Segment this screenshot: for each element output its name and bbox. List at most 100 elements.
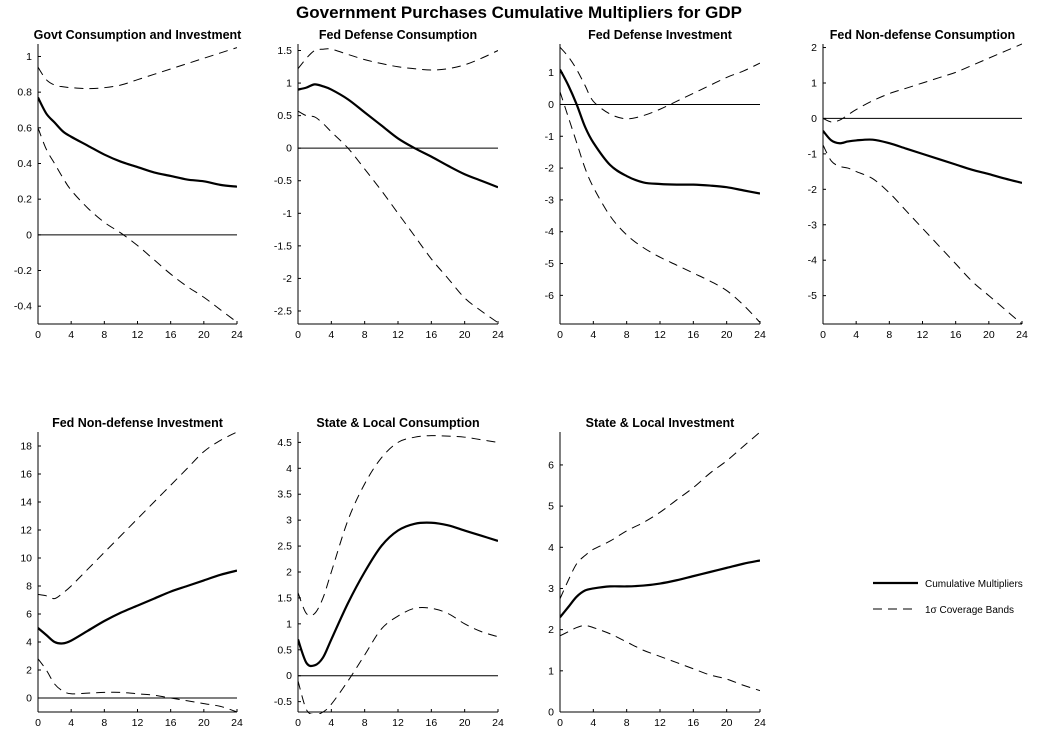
x-tick-label: 24	[492, 329, 504, 341]
x-tick-label: 24	[754, 329, 766, 341]
series-group	[560, 431, 760, 692]
y-tick-label: -2.5	[274, 305, 292, 317]
y-tick-label: -0.2	[14, 265, 32, 277]
x-tick-label: 4	[853, 329, 859, 341]
y-tick-label: 3	[548, 583, 554, 595]
y-tick-label: 0.5	[277, 644, 292, 656]
y-tick-label: 6	[548, 459, 554, 471]
lower-band-line	[38, 658, 237, 713]
upper-band-line	[298, 48, 498, 71]
x-tick-label: 20	[198, 717, 210, 729]
x-tick-label: 16	[425, 329, 437, 341]
x-tick-label: 8	[101, 717, 107, 729]
x-tick-label: 4	[328, 717, 334, 729]
y-tick-label: 0.6	[17, 122, 32, 134]
y-tick-label: 4.5	[277, 437, 292, 449]
upper-band-line	[560, 46, 760, 120]
panels-group: Govt Consumption and Investment -0.4 -0.2 0…	[14, 28, 1028, 729]
y-tick-label: 0	[286, 670, 292, 682]
x-tick-label: 20	[198, 329, 210, 341]
series-group	[560, 46, 760, 323]
x-tick-label: 0	[557, 329, 563, 341]
y-tick-label: 4	[548, 542, 554, 554]
multiplier-line	[823, 130, 1022, 185]
y-tick-label: 0.4	[17, 158, 32, 170]
x-tick-label: 20	[983, 329, 995, 341]
x-tick-label: 24	[754, 717, 766, 729]
y-tick-label: 0	[548, 707, 554, 719]
upper-band-line	[38, 431, 237, 600]
y-tick-label: -2	[545, 163, 554, 175]
y-tick-label: 0	[548, 99, 554, 111]
lower-band-line	[298, 110, 498, 324]
y-tick-label: -4	[545, 226, 554, 238]
y-tick-label: 10	[20, 553, 32, 565]
upper-band-line	[298, 435, 498, 617]
y-tick-label: -0.4	[14, 301, 32, 313]
y-tick-label: 0.5	[277, 110, 292, 122]
x-tick-label: 12	[392, 717, 404, 729]
y-tick-label: -0.5	[274, 696, 292, 708]
x-tick-label: 0	[820, 329, 826, 341]
y-tick-label: 16	[20, 469, 32, 481]
y-tick-label: -2	[808, 184, 817, 196]
y-tick-label: 1.5	[277, 592, 292, 604]
x-tick-label: 16	[425, 717, 437, 729]
y-tick-label: 2.5	[277, 541, 292, 553]
legend-label-multiplier: Cumulative Multipliers	[925, 579, 1023, 590]
multiplier-line	[298, 521, 498, 668]
y-tick-label: 3.5	[277, 489, 292, 501]
figure-title: Government Purchases Cumulative Multipli…	[296, 3, 742, 22]
y-tick-label: 2	[548, 624, 554, 636]
legend-label-bands: 1σ Coverage Bands	[925, 605, 1014, 616]
lower-band-line	[823, 144, 1022, 325]
y-tick-label: 12	[20, 525, 32, 537]
x-tick-label: 4	[68, 717, 74, 729]
x-tick-label: 12	[654, 329, 666, 341]
x-tick-label: 24	[1016, 329, 1028, 341]
y-tick-label: 1.5	[277, 45, 292, 57]
y-tick-label: 0	[26, 693, 32, 705]
panel-title: State & Local Investment	[586, 416, 735, 430]
lower-band-line	[298, 606, 498, 714]
x-tick-label: 16	[950, 329, 962, 341]
y-tick-label: 0	[286, 143, 292, 155]
panel-title: Govt Consumption and Investment	[34, 28, 242, 42]
multiplier-line	[560, 68, 760, 195]
x-tick-label: 16	[165, 329, 177, 341]
x-tick-label: 20	[459, 329, 471, 341]
panel-4: Fed Non-defense Consumption-5-4-3-2-1012…	[808, 28, 1028, 341]
y-tick-label: 14	[20, 497, 32, 509]
x-tick-label: 20	[721, 329, 733, 341]
y-tick-label: 0	[26, 229, 32, 241]
series-group	[38, 47, 237, 323]
y-tick-label: 4	[26, 637, 32, 649]
x-tick-label: 12	[132, 329, 144, 341]
panel-1: Govt Consumption and Investment -0.4 -0.2 0…	[14, 28, 243, 341]
y-tick-label: 0.2	[17, 194, 32, 206]
y-tick-label: 1	[26, 51, 32, 63]
x-tick-label: 24	[492, 717, 504, 729]
x-tick-label: 16	[687, 329, 699, 341]
x-tick-label: 4	[590, 329, 596, 341]
x-tick-label: 12	[917, 329, 929, 341]
series-group	[298, 48, 498, 324]
x-tick-label: 4	[328, 329, 334, 341]
y-tick-label: -6	[545, 290, 554, 302]
multiplier-line	[560, 559, 760, 618]
multiplier-line	[38, 569, 237, 645]
y-tick-label: 0	[811, 113, 817, 125]
panel-2: Fed Defense Consumption -2.5 -2 -1.5 -1 -0.5 0…	[274, 28, 504, 341]
x-tick-label: 8	[362, 717, 368, 729]
y-tick-label: -5	[808, 290, 817, 302]
panel-title: Fed Non-defense Consumption	[830, 28, 1015, 42]
x-tick-label: 8	[624, 717, 630, 729]
x-tick-label: 12	[132, 717, 144, 729]
panel-3: Fed Defense Investment -6 -5 -4 -3 -2 -1 0 1 0 4 8 1…	[545, 28, 766, 341]
x-tick-label: 0	[35, 717, 41, 729]
x-tick-label: 8	[886, 329, 892, 341]
panel-6: State & Local Consumption-0.500.511.522.…	[274, 416, 504, 729]
legend: Cumulative Multipliers 1σ Coverage Bands	[873, 579, 1023, 616]
lower-band-line	[560, 625, 760, 692]
